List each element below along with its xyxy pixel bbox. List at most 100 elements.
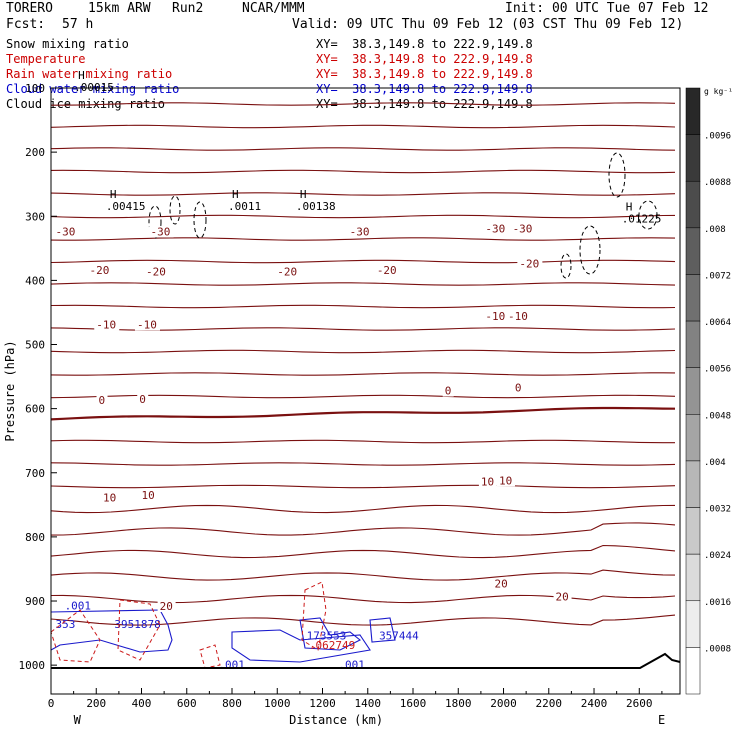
colorbar-segment xyxy=(685,647,701,695)
y-tick-label: 100 xyxy=(25,82,45,95)
colorbar-segment xyxy=(685,180,701,229)
field-rain-name: Rain water mixing ratio xyxy=(6,67,173,81)
y-tick-label: 700 xyxy=(25,467,45,480)
cloud-water-contour xyxy=(50,609,173,653)
cloud-water-contour xyxy=(369,617,396,643)
cloud-water-label: 353 xyxy=(56,618,76,631)
center-label: NCAR/MMM xyxy=(242,1,305,16)
snow-max-marker: H xyxy=(110,188,117,201)
x-tick-label: 0 xyxy=(48,697,55,710)
temperature-label-bg xyxy=(101,492,120,504)
snow-max-value: .01225 xyxy=(622,213,662,226)
temperature-label: 20 xyxy=(494,578,507,591)
colorbar-segment xyxy=(685,367,701,415)
chart-labels: -30 -30 -30 -30 -30-20 -20 -20 -20 -20-10 -10-10-… xyxy=(53,222,572,613)
temperature-label: -30 xyxy=(56,225,76,238)
temperature-isotherm xyxy=(50,614,676,626)
temperature-label-bg xyxy=(157,600,176,612)
cloud-water-label: .001 xyxy=(338,658,365,671)
x-tick-label: 2000 xyxy=(490,697,517,710)
temperature-label-bg xyxy=(148,226,174,238)
colorbar-unit: g kg⁻¹ xyxy=(704,87,733,96)
colorbar-tick-label: .0032 xyxy=(704,505,731,515)
temperature-label: -30 xyxy=(151,225,171,238)
terrain-line xyxy=(51,652,681,669)
temperature-label-bg xyxy=(374,264,400,276)
temperature-isotherm xyxy=(50,214,676,219)
valid-label: Valid: 09 UTC Thu 09 Feb 12 (03 CST Thu … xyxy=(292,17,684,32)
cloud-water-label: 357444 xyxy=(379,629,419,642)
temperature-label: -20 xyxy=(146,265,166,278)
colorbar-tick-label: .0088 xyxy=(704,178,731,188)
temperature-isotherm xyxy=(50,394,676,399)
colorbar-segment xyxy=(685,87,701,135)
cloud-water-contours: .001 353 3951878 173553 357444 .001 .001 xyxy=(50,599,419,671)
field-rain-xy: XY= 38.3,149.8 to 222.9,149.8 xyxy=(316,67,533,81)
colorbar-segment xyxy=(685,507,701,555)
plot-frame xyxy=(50,87,681,695)
rain-contour xyxy=(301,581,327,651)
x-axis-label: Distance (km) xyxy=(289,713,383,727)
y-tick-label: 600 xyxy=(25,403,45,416)
temperature-label: -10 xyxy=(96,318,116,331)
snow-contour xyxy=(169,195,181,225)
temperature-label: 0 xyxy=(515,381,522,394)
x-tick-label: 200 xyxy=(86,697,106,710)
colorbar-tick-label: .0064 xyxy=(704,318,731,328)
temperature-isotherm xyxy=(50,484,676,489)
x-tick-label: 1800 xyxy=(445,697,472,710)
init-label: Init: 00 UTC Tue 07 Feb 12 xyxy=(505,1,709,16)
temperature-label: -10 xyxy=(508,310,528,323)
temperature-label-bg xyxy=(483,311,509,323)
field-cloud-water-xy: XY= 38.3,149.8 to 222.9,149.8 xyxy=(316,82,533,96)
temperature-isotherm xyxy=(50,304,676,309)
snow-max-value: .00138 xyxy=(296,200,336,213)
colorbar-segment xyxy=(685,600,701,648)
cloud-water-contour xyxy=(231,629,371,663)
temperature-label-bg xyxy=(510,223,536,235)
temperature-contours xyxy=(50,102,676,626)
temperature-label-bg xyxy=(53,226,79,238)
temperature-label: -20 xyxy=(377,264,397,277)
cloud-water-label: .001 xyxy=(218,658,245,671)
temperature-isotherm xyxy=(50,462,676,466)
rain-label: .062749 xyxy=(309,639,355,652)
y-tick-label: 200 xyxy=(25,146,45,159)
temperature-isotherm xyxy=(50,439,675,444)
x-tick-label: 1400 xyxy=(355,697,382,710)
colorbar-segment xyxy=(685,460,701,508)
y-tick-label: 800 xyxy=(25,531,45,544)
temperature-label: 10 xyxy=(142,489,155,502)
run-label: Run2 xyxy=(172,1,204,16)
temperature-label: -30 xyxy=(350,225,370,238)
temperature-label: 20 xyxy=(160,600,173,613)
temperature-isotherm xyxy=(50,372,676,376)
temperature-label-bg xyxy=(478,476,497,488)
colorbar-tick-label: .008 xyxy=(704,225,726,235)
temperature-label: 0 xyxy=(139,393,146,406)
temperature-isotherm xyxy=(50,282,676,286)
colorbar: .0096 .0088 .008 .0072 .0064 .0056 .0048 .004 .0… xyxy=(685,87,733,695)
field-cloud-water-name: Cloud water mixing ratio xyxy=(6,82,180,96)
snow-contour xyxy=(638,200,658,230)
x-tick-label: 1600 xyxy=(400,697,427,710)
temperature-isotherm xyxy=(50,522,676,536)
snow-contour xyxy=(148,205,162,239)
temperature-label-bg xyxy=(275,266,301,278)
y-tick-label: 900 xyxy=(25,595,45,608)
temperature-label: 0 xyxy=(99,394,106,407)
snow-max-marker: H xyxy=(300,188,307,201)
colorbar-segment xyxy=(685,134,701,182)
field-cloud-ice-xy: XY= 38.3,149.8 to 222.9,149.8 xyxy=(316,97,533,111)
temperature-label: -10 xyxy=(137,318,157,331)
temperature-label-bg xyxy=(94,319,120,331)
temperature-label: -30 xyxy=(513,222,533,235)
x-tick-label: 1000 xyxy=(264,697,291,710)
rain-contours: .062749 xyxy=(50,581,355,669)
snow-contour xyxy=(579,225,601,275)
x-tick-label: 2400 xyxy=(581,697,608,710)
temperature-label-bg xyxy=(96,395,108,407)
temperature-label: -10 xyxy=(485,310,505,323)
